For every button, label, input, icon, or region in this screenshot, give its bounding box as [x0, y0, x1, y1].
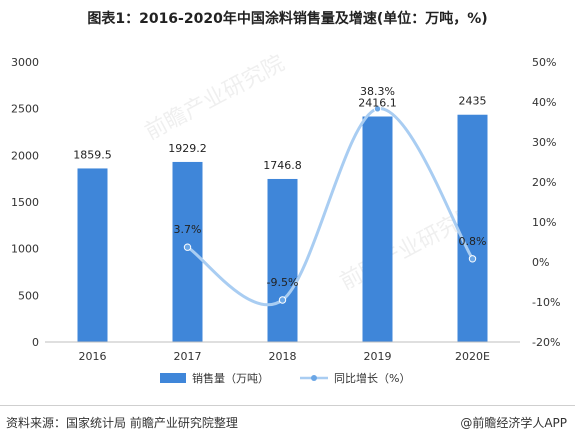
bar-label-2020E: 2435	[459, 95, 487, 108]
growth-line	[183, 105, 477, 307]
bar-2017	[172, 161, 203, 342]
x-tick-label-2019: 2019	[364, 350, 392, 363]
growth-point-2019	[373, 105, 382, 113]
bars	[77, 114, 488, 342]
bar-label-2018: 1746.8	[263, 159, 302, 172]
legend: 销售量（万吨） 同比增长（%）	[160, 371, 410, 385]
growth-label-2017: 3.7%	[174, 223, 202, 236]
growth-label-2018: -9.5%	[267, 276, 299, 289]
y-left-tick-label: 3000	[11, 56, 39, 69]
x-tick-label-2016: 2016	[79, 350, 107, 363]
y-right-tick-label: 30%	[532, 136, 556, 149]
growth-line-path	[186, 107, 474, 307]
brand-credit: @前瞻经济学人APP	[460, 416, 567, 430]
growth-label-2020E: 0.8%	[459, 235, 487, 248]
x-tick-label-2020E: 2020E	[455, 350, 490, 363]
bar-2016	[77, 168, 108, 342]
x-tick-label-2018: 2018	[269, 350, 297, 363]
legend-bar-label: 销售量（万吨）	[192, 371, 269, 385]
legend-line-marker	[311, 375, 317, 381]
legend-bar-swatch	[160, 373, 186, 383]
y-left-tick-label: 2500	[11, 103, 39, 116]
growth-label-2019: 38.3%	[360, 85, 395, 98]
source-note: 资料来源：国家统计局 前瞻产业研究院整理	[6, 416, 238, 430]
data-labels: 1859.5 1929.2 1746.8 2416.1 2435 3.7% -9.5% 38.…	[73, 85, 486, 289]
y-right-tick-label: 10%	[532, 216, 556, 229]
bar-2020E	[457, 114, 488, 342]
x-tick-label-2017: 2017	[174, 350, 202, 363]
y-right-tick-label: 40%	[532, 96, 556, 109]
y-left-tick-label: 1000	[11, 243, 39, 256]
y-left-tick-label: 500	[18, 289, 39, 302]
legend-line-label: 同比增长（%）	[334, 371, 410, 385]
y-right-tick-label: -20%	[532, 336, 560, 349]
bar-2019	[362, 116, 393, 342]
y-right-tick-label: 20%	[532, 176, 556, 189]
y-left-tick-label: 1500	[11, 196, 39, 209]
bar-label-2017: 1929.2	[168, 142, 207, 155]
bar-label-2019: 2416.1	[358, 96, 397, 109]
growth-point-2017	[183, 243, 192, 251]
y-left-tick-label: 2000	[11, 149, 39, 162]
y-right-tick-label: -10%	[532, 296, 560, 309]
chart-title: 图表1：2016-2020年中国涂料销售量及增速(单位：万吨，%)	[87, 11, 488, 27]
bar-2018	[267, 178, 298, 342]
bar-label-2016: 1859.5	[73, 148, 112, 161]
growth-point-2020E	[468, 255, 477, 263]
divider	[0, 405, 575, 406]
watermark-text: 前瞻产业研究院	[141, 51, 289, 145]
y-left-tick-label: 0	[32, 336, 39, 349]
y-right-tick-label: 0%	[532, 256, 549, 269]
axes: 0 500 1000 1500 2000 2500 3000 -20% -10% 0% 10% 20%…	[11, 56, 560, 363]
y-right-tick-label: 50%	[532, 56, 556, 69]
growth-point-2018	[278, 296, 287, 304]
